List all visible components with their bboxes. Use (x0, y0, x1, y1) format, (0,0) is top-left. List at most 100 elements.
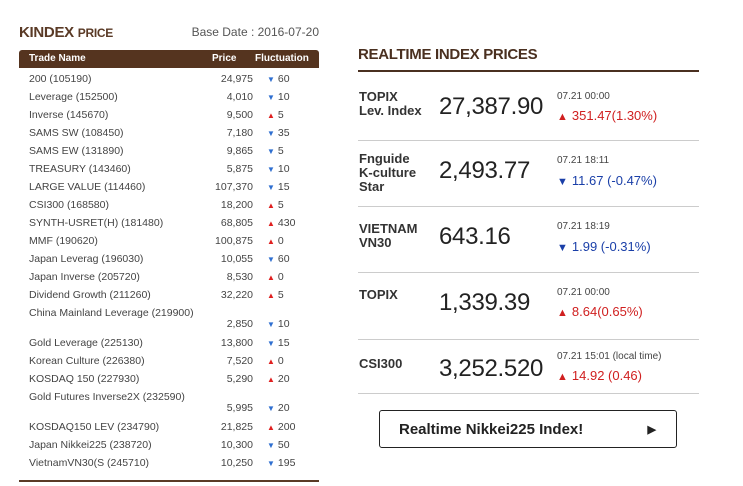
index-name: TOPIX (359, 287, 398, 302)
trade-name: Leverage (152500) (29, 91, 118, 103)
trade-name: Korean Culture (226380) (29, 355, 145, 367)
fluctuation-value: 5 (277, 109, 284, 121)
index-value: 27,387.90 (439, 93, 544, 120)
triangle-down-icon: ▼ (557, 242, 568, 254)
table-row: MMF (190620) 100,875 ▲ 0 (19, 233, 319, 251)
trade-price: 21,825 (220, 421, 253, 433)
trade-name: 200 (105190) (29, 73, 92, 85)
triangle-down-icon: ▼ (267, 147, 275, 156)
index-time: 07.21 18:19 (557, 221, 610, 232)
fluctuation: ▼ 10 (267, 163, 290, 175)
fluctuation-value: 60 (277, 73, 290, 85)
trade-price: 100,875 (215, 235, 253, 247)
trade-price: 18,200 (220, 199, 253, 211)
trade-price: 24,975 (220, 73, 253, 85)
triangle-down-icon: ▼ (267, 404, 275, 413)
realtime-title: REALTIME INDEX PRICES (358, 46, 538, 63)
triangle-up-icon: ▲ (557, 111, 568, 123)
index-time: 07.21 15:01 (local time) (557, 351, 662, 362)
index-block: TOPIX 1,339.39 07.21 00:00 ▲ 8.64(0.65%) (358, 272, 699, 340)
fluctuation-value: 10 (277, 163, 290, 175)
realtime-nikkei225-button[interactable]: Realtime Nikkei225 Index! ▶ (379, 410, 677, 448)
index-change-value: 1.99 (-0.31%) (571, 239, 651, 254)
fluctuation: ▼ 35 (267, 127, 290, 139)
table-row: Japan Nikkei225 (238720) 10,300 ▼ 50 (19, 437, 319, 455)
triangle-down-icon: ▼ (557, 176, 568, 188)
trade-price: 5,875 (226, 163, 253, 175)
triangle-down-icon: ▼ (267, 339, 275, 348)
triangle-down-icon: ▼ (267, 255, 275, 264)
triangle-down-icon: ▼ (267, 183, 275, 192)
triangle-down-icon: ▼ (267, 441, 275, 450)
index-change-value: 14.92 (0.46) (571, 368, 642, 383)
fluctuation-value: 195 (277, 457, 296, 469)
fluctuation-value: 20 (277, 373, 290, 385)
fluctuation: ▼ 60 (267, 73, 290, 85)
index-value: 643.16 (439, 223, 511, 250)
table-row: Gold Leverage (225130) 13,800 ▼ 15 (19, 335, 319, 353)
index-change: ▼ 1.99 (-0.31%) (557, 239, 651, 254)
trade-name: SYNTH-USRET(H) (181480) (29, 217, 164, 229)
kindex-title: KINDEX PRICE (19, 24, 113, 41)
table-row: KOSDAQ150 LEV (234790) 21,825 ▲ 200 (19, 419, 319, 437)
index-time: 07.21 00:00 (557, 287, 610, 298)
index-change: ▲ 8.64(0.65%) (557, 304, 643, 319)
table-row: Japan Inverse (205720) 8,530 ▲ 0 (19, 269, 319, 287)
index-block: VIETNAM VN30 643.16 07.21 18:19 ▼ 1.99 (-0.3… (358, 206, 699, 273)
fluctuation: ▲ 20 (267, 373, 290, 385)
kindex-title-sub: PRICE (77, 26, 113, 40)
price-table-body: 200 (105190) 24,975 ▼ 60 Leverage (152500) 4,… (19, 71, 319, 473)
play-arrow-icon: ▶ (647, 424, 656, 436)
trade-name: VietnamVN30(S (245710) (29, 457, 150, 469)
fluctuation: ▲ 0 (267, 235, 284, 247)
table-row: China Mainland Leverage (219900) 2,850 ▼ 10 (19, 305, 319, 335)
table-row: CSI300 (168580) 18,200 ▲ 5 (19, 197, 319, 215)
table-row: 200 (105190) 24,975 ▼ 60 (19, 71, 319, 89)
fluctuation: ▼ 10 (267, 318, 290, 330)
triangle-up-icon: ▲ (557, 371, 568, 383)
triangle-up-icon: ▲ (267, 219, 275, 228)
index-value: 3,252.520 (439, 355, 544, 382)
table-header: Trade Name Price Fluctuation (19, 50, 319, 68)
index-block: CSI300 3,252.520 07.21 15:01 (local time) ▲… (358, 339, 699, 394)
trade-price: 10,300 (220, 439, 253, 451)
fluctuation-value: 15 (277, 337, 290, 349)
trade-name: Gold Futures Inverse2X (232590) (29, 391, 185, 403)
fluctuation-value: 200 (277, 421, 296, 433)
triangle-down-icon: ▼ (267, 129, 275, 138)
table-row: Inverse (145670) 9,500 ▲ 5 (19, 107, 319, 125)
triangle-up-icon: ▲ (267, 273, 275, 282)
index-change-value: 8.64(0.65%) (571, 304, 643, 319)
index-time: 07.21 18:11 (557, 155, 610, 166)
trade-price: 2,850 (226, 318, 253, 330)
fluctuation: ▼ 15 (267, 337, 290, 349)
fluctuation: ▼ 10 (267, 91, 290, 103)
table-row: Korean Culture (226380) 7,520 ▲ 0 (19, 353, 319, 371)
triangle-up-icon: ▲ (557, 307, 568, 319)
realtime-top-divider (358, 70, 699, 72)
trade-name: KOSDAQ 150 (227930) (29, 373, 140, 385)
fluctuation-value: 20 (277, 402, 290, 414)
trade-price: 10,250 (220, 457, 253, 469)
kindex-title-main: KINDEX (19, 24, 74, 41)
trade-price: 7,180 (226, 127, 253, 139)
table-row: TREASURY (143460) 5,875 ▼ 10 (19, 161, 319, 179)
index-block: TOPIX Lev. Index 27,387.90 07.21 00:00 ▲ 351… (358, 72, 699, 141)
triangle-up-icon: ▲ (267, 291, 275, 300)
fluctuation-value: 5 (277, 145, 284, 157)
fluctuation: ▲ 200 (267, 421, 295, 433)
index-name: VIETNAM VN30 (359, 221, 418, 250)
table-row: Japan Leverag (196030) 10,055 ▼ 60 (19, 251, 319, 269)
table-row: SAMS SW (108450) 7,180 ▼ 35 (19, 125, 319, 143)
fluctuation: ▲ 5 (267, 109, 284, 121)
index-time: 07.21 00:00 (557, 91, 610, 102)
fluctuation-value: 10 (277, 91, 290, 103)
fluctuation: ▲ 430 (267, 217, 295, 229)
trade-name: CSI300 (168580) (29, 199, 109, 211)
index-value: 1,339.39 (439, 289, 531, 316)
trade-name: Japan Nikkei225 (238720) (29, 439, 152, 451)
trade-name: TREASURY (143460) (29, 163, 131, 175)
triangle-up-icon: ▲ (267, 357, 275, 366)
fluctuation: ▼ 60 (267, 253, 290, 265)
table-row: Leverage (152500) 4,010 ▼ 10 (19, 89, 319, 107)
